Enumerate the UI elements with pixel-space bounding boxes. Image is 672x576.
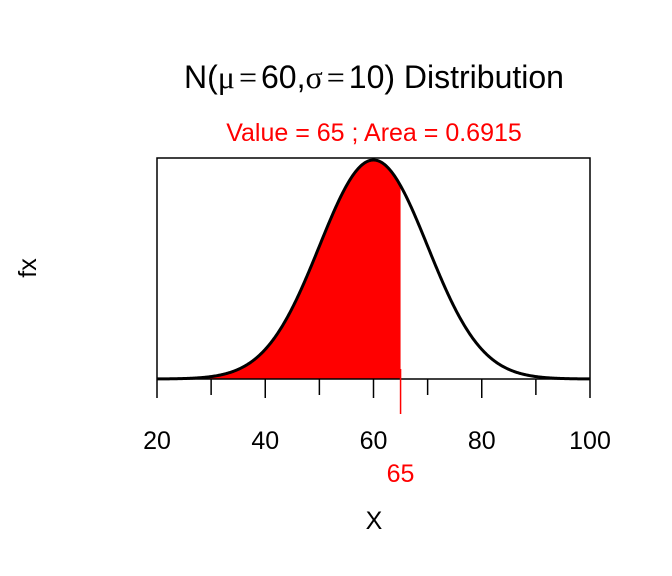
chart-title: N(μ = 60,σ = 10) Distribution	[184, 59, 564, 95]
x-axis-label: X	[366, 507, 383, 535]
title-suffix: ) Distribution	[384, 59, 564, 95]
title-sigma-symbol: σ	[305, 59, 322, 95]
plot-area: 20 40 60 80 100 65	[143, 157, 611, 488]
plot-frame	[156, 157, 591, 379]
x-tick-label: 40	[251, 427, 279, 455]
title-prefix: N(	[184, 59, 218, 95]
x-tick-label: 100	[569, 427, 611, 455]
title-mu-symbol: μ	[218, 59, 235, 95]
x-tick-label: 80	[468, 427, 496, 455]
value-marker-label: 65	[387, 460, 415, 488]
shaded-area	[157, 160, 401, 379]
x-tick-label: 60	[360, 427, 388, 455]
y-axis-label: fx	[14, 258, 42, 278]
x-tick-label: 20	[143, 427, 171, 455]
chart-subtitle: Value = 65 ; Area = 0.6915	[226, 119, 522, 147]
title-separator: ,	[297, 59, 306, 95]
title-mu-value: 60	[261, 59, 297, 95]
density-curve	[156, 158, 591, 381]
title-sigma-value: 10	[349, 59, 385, 95]
title-equals-2: =	[327, 59, 345, 95]
title-equals-1: =	[239, 59, 257, 95]
